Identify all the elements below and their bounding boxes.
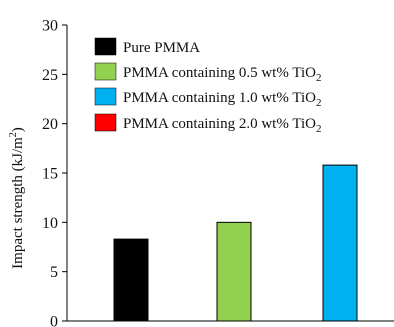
legend-label-subscript: 2 bbox=[316, 123, 322, 135]
y-tick-label: 25 bbox=[42, 67, 58, 84]
y-axis-title-superscript: 2 bbox=[8, 132, 19, 137]
legend-label: PMMA containing 2.0 wt% TiO2 bbox=[123, 116, 321, 135]
legend-label-text: Pure PMMA bbox=[123, 40, 200, 56]
y-axis-title-suffix: ) bbox=[10, 127, 26, 132]
y-tick-label: 20 bbox=[42, 116, 58, 133]
legend-swatch bbox=[94, 113, 117, 132]
legend-label: Pure PMMA bbox=[123, 40, 200, 56]
legend-label-subscript: 2 bbox=[316, 72, 322, 84]
bar bbox=[322, 164, 358, 322]
legend-label: PMMA containing 0.5 wt% TiO2 bbox=[123, 65, 321, 84]
y-tick-label: 30 bbox=[42, 18, 58, 35]
y-axis-title: Impact strength (kJ/m2) bbox=[8, 127, 26, 269]
legend-swatch bbox=[94, 62, 117, 81]
bar bbox=[216, 221, 252, 322]
legend-label-text: PMMA containing 2.0 wt% TiO bbox=[123, 116, 316, 132]
y-tick-label: 0 bbox=[50, 314, 58, 327]
bar bbox=[113, 238, 149, 322]
y-tick-label: 15 bbox=[42, 166, 58, 183]
legend-label-subscript: 2 bbox=[316, 97, 322, 109]
legend-swatch bbox=[94, 87, 117, 106]
y-tick-label: 5 bbox=[50, 264, 58, 281]
legend-label: PMMA containing 1.0 wt% TiO2 bbox=[123, 90, 321, 109]
legend-label-text: PMMA containing 1.0 wt% TiO bbox=[123, 90, 316, 106]
y-tick-label: 10 bbox=[42, 215, 58, 232]
bar-layer bbox=[113, 164, 358, 322]
y-axis-title-text: Impact strength (kJ/m bbox=[10, 137, 26, 269]
legend-label-text: PMMA containing 0.5 wt% TiO bbox=[123, 65, 316, 81]
legend-swatch bbox=[94, 37, 117, 56]
